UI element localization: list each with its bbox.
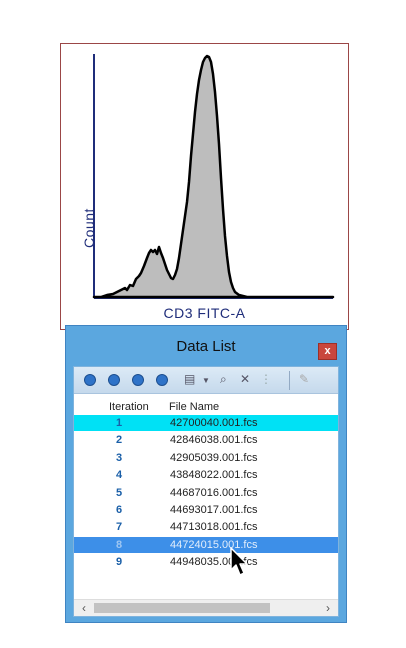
list-row[interactable]: 9 44948035.001.fcs <box>74 554 338 572</box>
close-button[interactable]: x <box>318 343 337 360</box>
row-iteration: 5 <box>115 486 123 499</box>
list-row[interactable]: 4 43848022.001.fcs <box>74 467 338 485</box>
row-iteration: 7 <box>115 521 123 534</box>
histogram-curve <box>92 54 335 299</box>
data-list-window: Data List x ▤ ▼ ⌕ ✕ ⋮ ✎ Iteration File N… <box>65 325 347 623</box>
row-file-name: 42905039.001.fcs <box>170 451 258 464</box>
row-file-name: 42700040.001.fcs <box>170 417 258 429</box>
x-axis-label: CD3 FITC-A <box>163 305 246 321</box>
data-list-panel: ▤ ▼ ⌕ ✕ ⋮ ✎ Iteration File Name 1 427000… <box>73 366 339 617</box>
row-file-name: 44724015.001.fcs <box>170 538 258 551</box>
add-icon[interactable] <box>84 374 96 386</box>
list-row[interactable]: 2 42846038.001.fcs <box>74 432 338 450</box>
list-row[interactable]: 7 44713018.001.fcs <box>74 519 338 537</box>
list-row[interactable]: 5 44687016.001.fcs <box>74 485 338 502</box>
dropdown-arrow-icon[interactable]: ▼ <box>202 376 210 385</box>
copy-icon[interactable]: ▤ <box>184 372 196 386</box>
row-iteration: 6 <box>115 503 123 516</box>
row-iteration: 1 <box>115 417 123 429</box>
delete-icon[interactable]: ✕ <box>240 372 251 386</box>
scroll-left-icon[interactable]: ‹ <box>82 601 86 615</box>
search-icon[interactable]: ⌕ <box>220 372 227 386</box>
list-row[interactable]: 8 44724015.001.fcs <box>74 536 338 555</box>
mouse-cursor-icon <box>230 547 248 576</box>
file-list: 1 42700040.001.fcs 2 42846038.001.fcs 3 … <box>74 415 338 572</box>
row-file-name: 42846038.001.fcs <box>170 434 258 447</box>
remove-icon[interactable] <box>108 374 120 386</box>
move-up-icon[interactable] <box>132 374 144 386</box>
toolbar-separator <box>289 371 290 390</box>
list-row[interactable]: 6 44693017.001.fcs <box>74 502 338 520</box>
edit-icon[interactable]: ✎ <box>299 372 310 386</box>
horizontal-scrollbar[interactable]: ‹ › <box>74 599 338 616</box>
list-row[interactable]: 1 42700040.001.fcs <box>74 415 338 433</box>
link-icon[interactable]: ⋮ <box>260 372 272 386</box>
row-iteration: 4 <box>115 469 123 482</box>
window-title: Data List <box>176 338 236 355</box>
list-header: Iteration File Name <box>74 397 338 415</box>
row-file-name: 44713018.001.fcs <box>170 521 258 534</box>
row-file-name: 44687016.001.fcs <box>170 486 258 499</box>
column-header-iteration[interactable]: Iteration <box>109 401 149 413</box>
row-file-name: 44693017.001.fcs <box>170 503 258 516</box>
histogram-plot: Count CD3 FITC-A <box>60 43 349 330</box>
scrollbar-thumb[interactable] <box>94 603 270 613</box>
row-iteration: 9 <box>115 556 123 569</box>
move-down-icon[interactable] <box>156 374 168 386</box>
y-axis-label: Count <box>81 208 97 248</box>
toolbar: ▤ ▼ ⌕ ✕ ⋮ ✎ <box>74 367 338 394</box>
list-row[interactable]: 3 42905039.001.fcs <box>74 450 338 468</box>
row-iteration: 3 <box>115 451 123 464</box>
row-iteration: 2 <box>115 434 123 447</box>
row-iteration: 8 <box>115 538 123 551</box>
row-file-name: 43848022.001.fcs <box>170 469 258 482</box>
histogram-chart <box>92 54 335 299</box>
scroll-right-icon[interactable]: › <box>326 601 330 615</box>
column-header-file-name[interactable]: File Name <box>169 401 220 413</box>
